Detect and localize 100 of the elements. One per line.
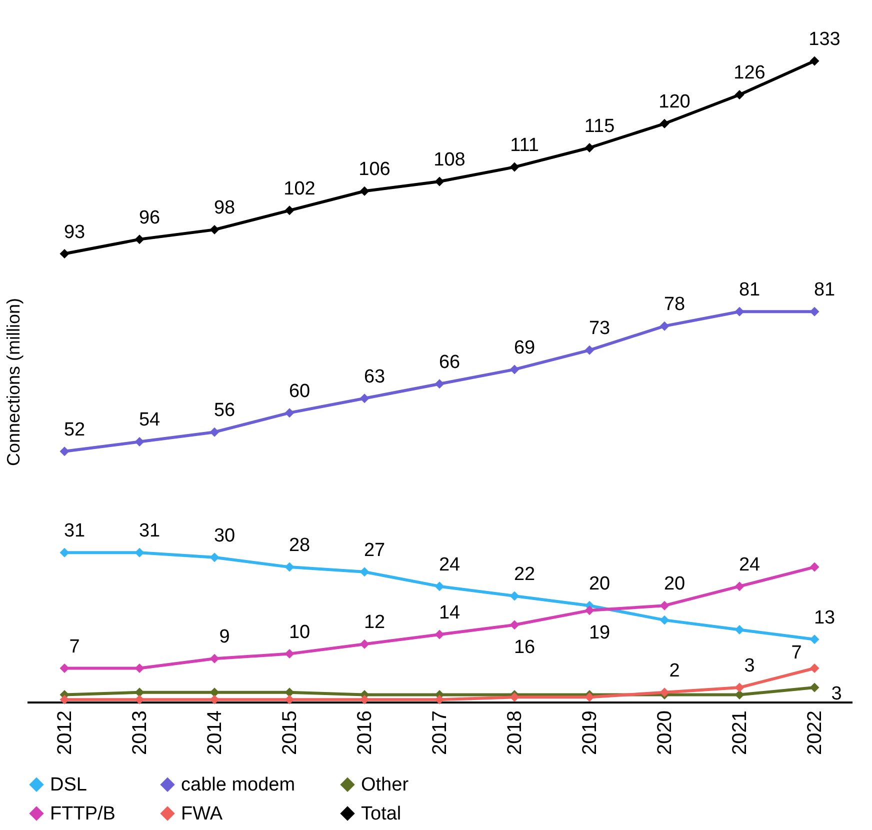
point — [360, 639, 370, 649]
data-label: 9 — [219, 626, 230, 648]
point — [660, 688, 670, 698]
data-label: 108 — [434, 149, 466, 170]
point — [284, 206, 294, 216]
point — [134, 548, 144, 558]
data-label: 115 — [584, 116, 615, 137]
point — [584, 143, 594, 152]
point — [734, 690, 744, 700]
data-label: 30 — [214, 525, 236, 546]
point — [210, 427, 220, 437]
data-label: 56 — [214, 400, 236, 422]
point — [134, 437, 144, 446]
data-label: 28 — [288, 535, 310, 556]
point — [210, 654, 220, 664]
data-label: 7 — [791, 642, 802, 664]
legend-label: Total — [361, 804, 402, 824]
point — [434, 694, 444, 704]
point — [360, 186, 370, 196]
point — [60, 694, 70, 704]
x-tick-label: 2012 — [54, 710, 76, 755]
y-axis-title: Connections (million) — [4, 298, 24, 466]
x-tick-label: 2015 — [279, 710, 301, 755]
point — [284, 649, 294, 659]
data-label: 81 — [814, 280, 836, 301]
point — [360, 394, 370, 404]
point — [810, 306, 820, 316]
point — [734, 624, 744, 634]
data-label: 24 — [438, 554, 460, 576]
data-label: 63 — [364, 366, 386, 388]
data-label: 98 — [214, 198, 236, 219]
data-label: 93 — [64, 222, 86, 243]
point — [810, 634, 820, 644]
data-label: 3 — [831, 684, 842, 705]
data-label: 27 — [364, 540, 386, 561]
data-label: 3 — [744, 656, 755, 677]
data-label: 133 — [808, 29, 840, 50]
point — [434, 176, 444, 186]
point — [60, 249, 70, 259]
point — [510, 162, 520, 172]
point — [210, 224, 220, 234]
point — [584, 345, 594, 355]
data-label: 13 — [814, 607, 836, 628]
point — [360, 694, 370, 704]
data-label: 10 — [288, 622, 310, 643]
legend-label: FTTP/B — [50, 804, 116, 824]
data-label: 106 — [358, 159, 390, 180]
point — [810, 56, 820, 66]
point — [810, 664, 820, 674]
data-label: 7 — [69, 636, 80, 658]
x-tick-label: 2020 — [654, 710, 676, 755]
point — [510, 364, 520, 374]
point — [134, 664, 144, 674]
data-label: 111 — [510, 135, 539, 156]
point — [134, 688, 144, 698]
point — [660, 118, 670, 128]
point — [60, 664, 70, 674]
x-tick-label: 2017 — [429, 710, 451, 755]
data-label: 22 — [514, 564, 536, 585]
point — [434, 582, 444, 592]
data-label: 73 — [588, 318, 610, 340]
data-label: 126 — [734, 62, 766, 84]
data-label: 14 — [438, 602, 460, 624]
point — [210, 694, 220, 704]
point — [60, 548, 70, 558]
point — [660, 600, 670, 610]
point — [810, 682, 820, 692]
data-label: 24 — [738, 554, 760, 576]
data-label: 60 — [288, 380, 310, 402]
data-label: 66 — [438, 352, 460, 373]
data-label: 52 — [64, 419, 86, 440]
x-tick-label: 2013 — [129, 710, 151, 755]
data-label: 96 — [138, 207, 160, 228]
point — [60, 446, 70, 456]
legend-label: DSL — [50, 774, 87, 796]
legend-label: cable modem — [181, 774, 296, 796]
x-tick-label: 2022 — [804, 710, 826, 755]
data-label: 2 — [669, 660, 680, 682]
x-tick-label: 2018 — [504, 710, 526, 755]
point — [284, 408, 294, 418]
point — [134, 234, 144, 244]
point — [134, 694, 144, 704]
data-label: 12 — [364, 612, 386, 634]
x-tick-label: 2014 — [204, 710, 226, 755]
point — [210, 688, 220, 698]
data-label: 31 — [138, 520, 160, 542]
point — [434, 630, 444, 640]
data-label: 20 — [588, 574, 610, 595]
point — [810, 562, 820, 572]
data-label: 16 — [514, 636, 536, 658]
data-label: 31 — [64, 520, 86, 542]
point — [434, 379, 444, 389]
point — [660, 321, 670, 331]
point — [734, 582, 744, 592]
legend-label: Other — [361, 774, 410, 796]
data-label: 19 — [588, 622, 610, 644]
point — [584, 606, 594, 616]
data-label: 20 — [664, 574, 686, 595]
point — [210, 552, 220, 562]
data-label: 69 — [514, 337, 536, 358]
